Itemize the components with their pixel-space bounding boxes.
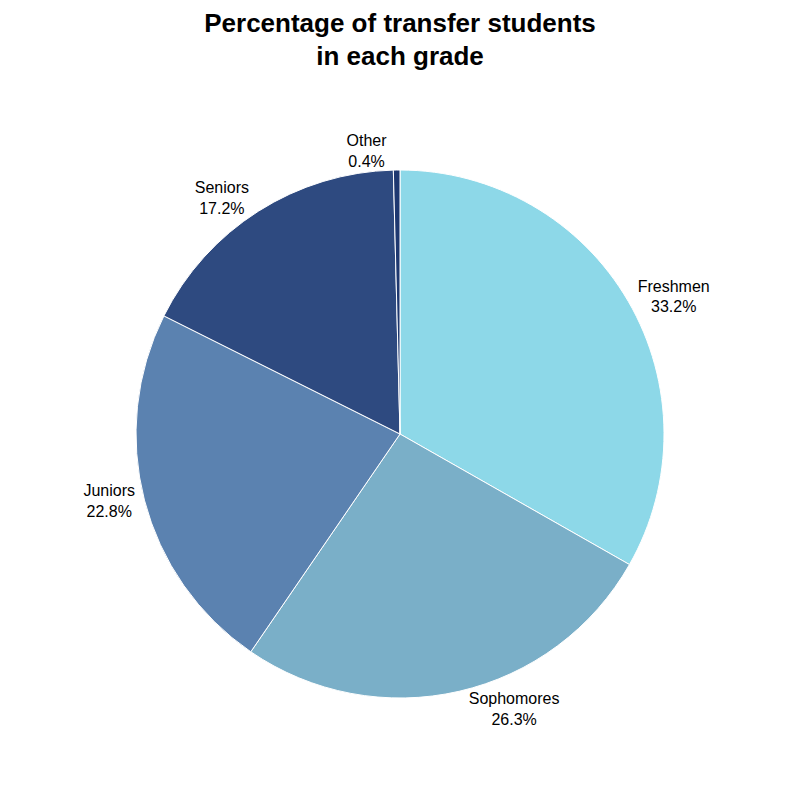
svg-text:Freshmen33.2%: Freshmen33.2%: [638, 278, 710, 316]
svg-text:Percentage of transfer student: Percentage of transfer studentsin each g…: [204, 8, 596, 72]
svg-text:Other0.4%: Other0.4%: [347, 132, 388, 170]
svg-text:Seniors17.2%: Seniors17.2%: [195, 179, 249, 217]
svg-text:Juniors22.8%: Juniors22.8%: [83, 482, 135, 520]
svg-text:Sophomores26.3%: Sophomores26.3%: [469, 690, 560, 728]
